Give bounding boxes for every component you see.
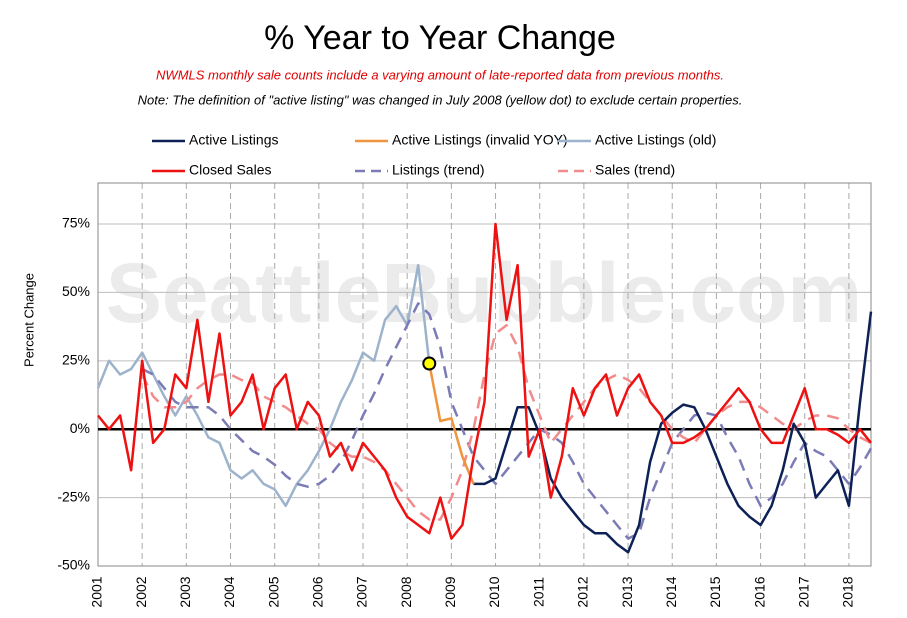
x-tick-label: 2013 [619, 576, 635, 607]
legend-label: Closed Sales [189, 162, 272, 178]
x-tick-label: 2017 [795, 576, 811, 607]
legend-label: Active Listings (invalid YOY) [392, 132, 568, 148]
x-tick-label: 2009 [442, 576, 458, 607]
x-tick-label: 2014 [663, 576, 679, 607]
series-line [141, 324, 872, 521]
x-tick-label: 2008 [398, 576, 414, 607]
x-tick-label: 2015 [707, 576, 723, 607]
y-tick-label: -50% [57, 557, 90, 573]
chart-title: % Year to Year Change [264, 19, 616, 57]
y-tick-label: 50% [62, 283, 90, 299]
y-tick-label: -25% [57, 488, 90, 504]
legend-label: Active Listings [189, 132, 278, 148]
watermark: SeattleBubble.com [106, 246, 862, 340]
x-tick-label: 2016 [751, 576, 767, 607]
subtitle: NWMLS monthly sale counts include a vary… [156, 67, 724, 82]
plot-frame [97, 182, 872, 567]
y-tick-label: 25% [62, 352, 90, 368]
x-tick-label: 2002 [133, 576, 149, 607]
series-line [96, 263, 431, 508]
x-tick-label: 2007 [354, 576, 370, 607]
x-tick-label: 2004 [221, 576, 237, 607]
legend-label: Active Listings (old) [595, 132, 716, 148]
series-line [141, 302, 873, 540]
x-tick-label: 2006 [310, 576, 326, 607]
definition-change-dot [422, 356, 437, 371]
x-tick-label: 2011 [530, 577, 546, 607]
y-tick-label: 75% [62, 215, 90, 231]
x-tick-label: 2018 [840, 576, 856, 607]
legend-label: Listings (trend) [392, 162, 485, 178]
series-line [97, 222, 872, 540]
x-tick-label: 2001 [89, 576, 105, 607]
x-tick-label: 2012 [575, 576, 591, 607]
x-tick-label: 2010 [486, 576, 502, 607]
y-axis-label: Percent Change [21, 273, 36, 367]
x-tick-label: 2005 [265, 576, 281, 607]
note: Note: The definition of "active listing"… [138, 92, 743, 107]
legend-label: Sales (trend) [595, 162, 675, 178]
x-tick-label: 2003 [177, 576, 193, 607]
series-line [428, 363, 475, 485]
y-tick-label: 0% [70, 420, 90, 436]
